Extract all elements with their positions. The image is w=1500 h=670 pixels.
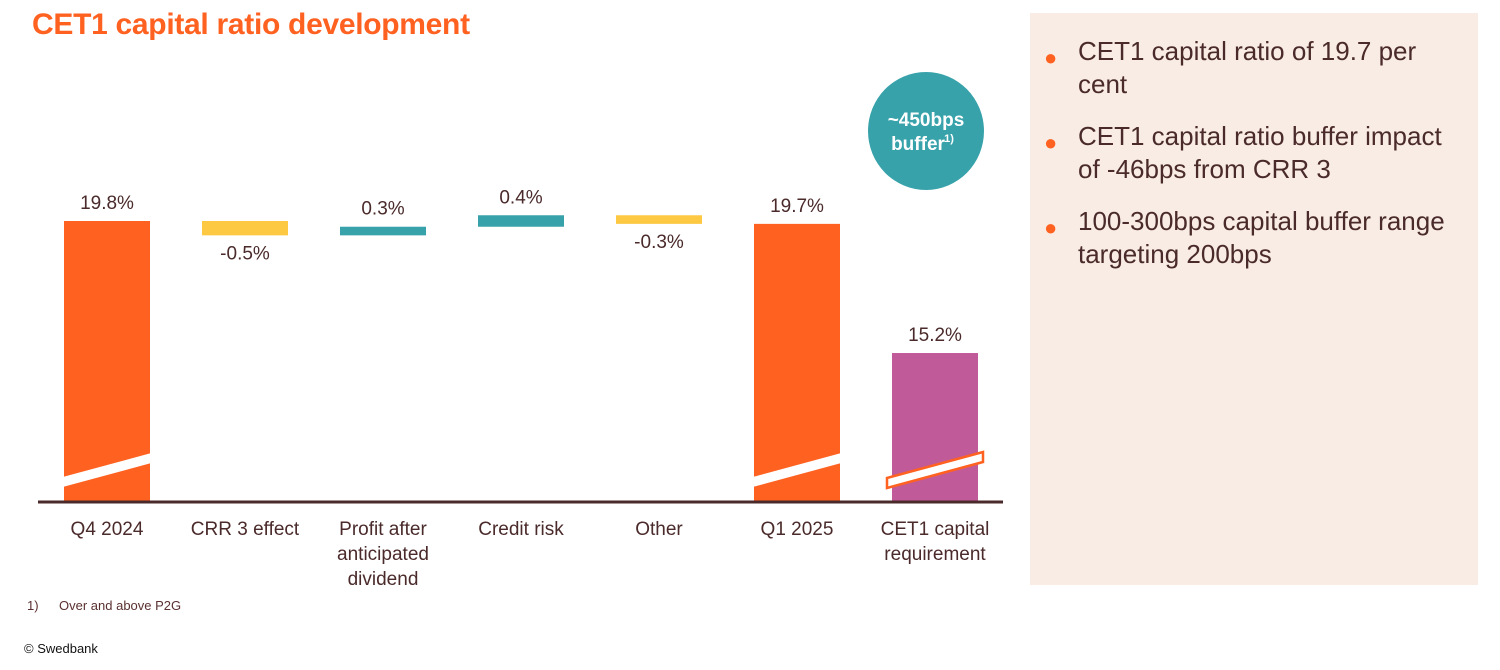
waterfall-chart: 19.8% Q4 2024 -0.5% CRR 3 effect 0.3% Profit … xyxy=(38,72,1003,590)
data-label: -0.3% xyxy=(634,232,684,253)
category-label: Q4 2024 xyxy=(71,519,144,540)
copyright: © Swedbank xyxy=(24,641,98,656)
buffer-superscript: 1) xyxy=(944,133,954,145)
data-label: -0.5% xyxy=(220,243,270,264)
category-label: Credit risk xyxy=(478,519,564,540)
category-label: anticipated xyxy=(337,544,429,565)
category-label: Profit after xyxy=(339,519,427,540)
category-label: dividend xyxy=(348,569,419,590)
bar-3 xyxy=(478,215,564,227)
data-label: 19.8% xyxy=(80,193,134,214)
chart-title: CET1 capital ratio development xyxy=(32,8,470,41)
data-label: 15.2% xyxy=(908,325,962,346)
buffer-badge: ~450bps buffer 1) xyxy=(868,72,984,190)
category-label: requirement xyxy=(884,544,986,565)
buffer-line1: ~450bps xyxy=(888,110,965,131)
bar-2 xyxy=(340,226,426,236)
category-label: CET1 capital xyxy=(881,519,990,540)
bullet-item: ● CET1 capital ratio of 19.7 per cent xyxy=(1044,36,1417,99)
bullet-item: ● CET1 capital ratio buffer impact of -46… xyxy=(1044,121,1442,184)
data-label: 19.7% xyxy=(770,196,824,217)
data-label: 0.4% xyxy=(499,187,542,208)
footnote: 1) Over and above P2G xyxy=(27,598,182,613)
category-label: Other xyxy=(635,519,683,540)
axis-break-mark xyxy=(59,452,155,488)
category-label: CRR 3 effect xyxy=(191,519,300,540)
bar-4 xyxy=(616,215,702,224)
bullet-item: ● 100-300bps capital buffer range targeti… xyxy=(1044,206,1445,269)
buffer-line2: buffer xyxy=(891,134,945,155)
data-label: 0.3% xyxy=(361,199,404,220)
buffer-circle xyxy=(868,72,984,190)
bullet-icon: ● xyxy=(1044,130,1058,155)
bar-0 xyxy=(64,221,150,502)
axis-break-mark xyxy=(749,452,845,488)
axis-break-mark xyxy=(885,450,985,490)
category-label: Q1 2025 xyxy=(761,519,834,540)
key-points-panel: ● CET1 capital ratio of 19.7 per cent ● CE… xyxy=(1030,13,1478,585)
bar-1 xyxy=(202,221,288,236)
bullet-icon: ● xyxy=(1044,215,1058,240)
bullet-icon: ● xyxy=(1044,45,1058,70)
bar-5 xyxy=(754,223,840,502)
